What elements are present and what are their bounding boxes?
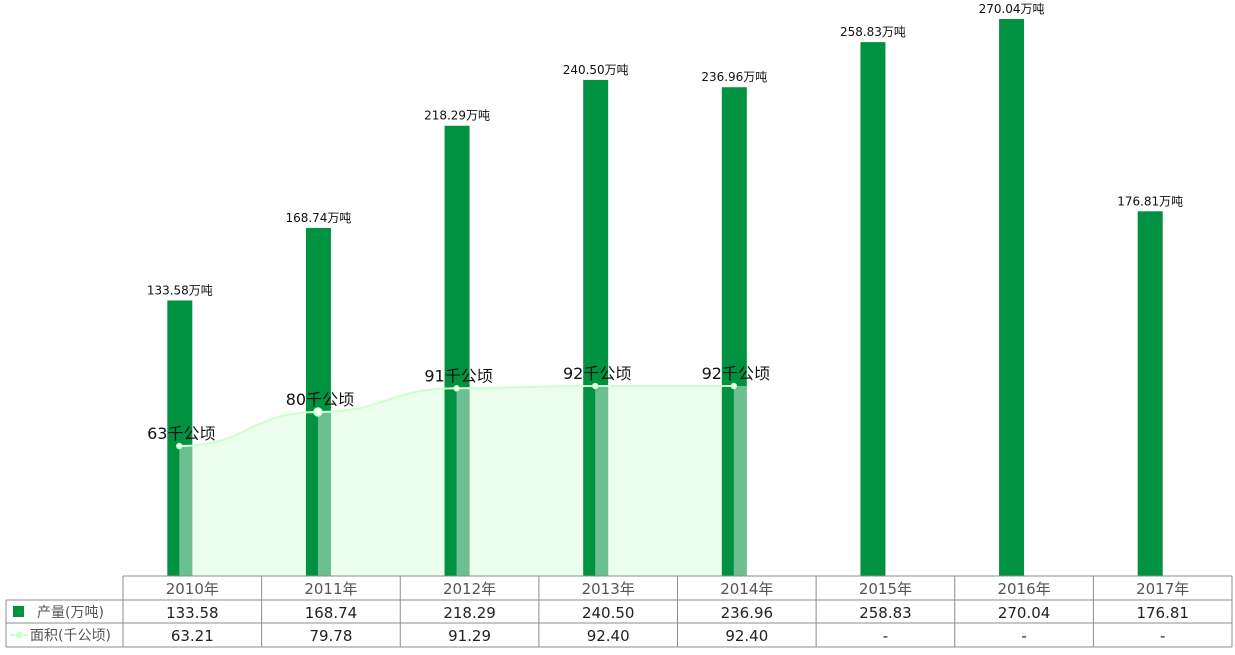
table-cell-area-6: -	[1021, 627, 1026, 645]
bar-label-6: 270.04万吨	[979, 2, 1045, 16]
table-cell-production-1: 168.74	[305, 604, 358, 622]
area-column-0	[179, 446, 193, 576]
table-cell-production-2: 218.29	[443, 604, 496, 622]
category-label-5: 2015年	[859, 580, 912, 598]
area-point-2	[453, 385, 460, 392]
area-column-3	[595, 386, 609, 576]
table-cell-area-5: -	[883, 627, 888, 645]
label-layer: 133.58万吨 168.74万吨 218.29万吨 240.50万吨 236.96万吨…	[147, 2, 1183, 443]
table-cell-production-3: 240.50	[582, 604, 635, 622]
bar-layer	[167, 19, 1163, 577]
bar-1	[305, 227, 331, 576]
bar-label-4: 236.96万吨	[701, 70, 767, 84]
table-cell-area-2: 91.29	[448, 627, 491, 645]
overlay-layer	[176, 382, 747, 576]
area-column-4	[733, 386, 747, 576]
category-label-3: 2013年	[582, 580, 635, 598]
bar-label-0: 133.58万吨	[147, 283, 213, 297]
bar-label-3: 240.50万吨	[563, 63, 629, 77]
bar-7	[1137, 211, 1163, 576]
bar-6	[999, 19, 1025, 576]
legend-label-area: 面积(千公顷)	[30, 628, 111, 644]
table-cell-production-7: 176.81	[1136, 604, 1189, 622]
bar-0	[167, 300, 193, 576]
table-cell-area-1: 79.78	[309, 627, 352, 645]
bar-label-5: 258.83万吨	[840, 25, 906, 39]
legend-label-production: 产量(万吨)	[37, 605, 104, 621]
category-label-7: 2017年	[1136, 580, 1189, 598]
bar-3	[583, 79, 609, 576]
category-label-2: 2012年	[443, 580, 496, 598]
area-label-0: 63千公顷	[147, 424, 215, 443]
table-cell-production-0: 133.58	[166, 604, 219, 622]
table-cell-production-6: 270.04	[998, 604, 1051, 622]
bar-label-7: 176.81万吨	[1117, 194, 1183, 208]
bar-4	[721, 87, 747, 577]
area-label-1: 80千公顷	[286, 390, 354, 409]
table-cell-production-5: 258.83	[859, 604, 912, 622]
area-point-0	[176, 442, 183, 450]
category-label-6: 2016年	[997, 580, 1050, 598]
table-cell-area-0: 63.21	[171, 627, 214, 645]
area-point-3	[591, 382, 599, 390]
area-label-2: 91千公顷	[424, 366, 492, 385]
area-column-1	[317, 411, 331, 576]
table-cell-production-4: 236.96	[721, 604, 774, 622]
legend-key-production	[13, 606, 24, 617]
category-label-1: 2011年	[304, 580, 357, 598]
area-label-3: 92千公顷	[563, 364, 631, 383]
data-table: 2010年 2011年 2012年 2013年 2014年 2015年 2016年 2017年…	[5, 575, 1233, 648]
bar-label-2: 218.29万吨	[424, 109, 490, 123]
category-label-0: 2010年	[166, 580, 219, 598]
table-cell-area-3: 92.40	[587, 627, 630, 645]
area-point-1	[313, 407, 323, 417]
category-label-4: 2014年	[720, 580, 773, 598]
legend-key-area-marker	[14, 630, 24, 640]
area-label-4: 92千公顷	[702, 364, 770, 383]
bar-2	[444, 125, 470, 576]
bar-5	[860, 42, 886, 577]
table-cell-area-4: 92.40	[725, 627, 768, 645]
area-column-2	[456, 388, 470, 576]
table-cell-area-7: -	[1160, 627, 1165, 645]
area-point-4	[730, 382, 738, 390]
area-line	[179, 384, 734, 448]
bar-label-1: 168.74万吨	[285, 211, 351, 225]
